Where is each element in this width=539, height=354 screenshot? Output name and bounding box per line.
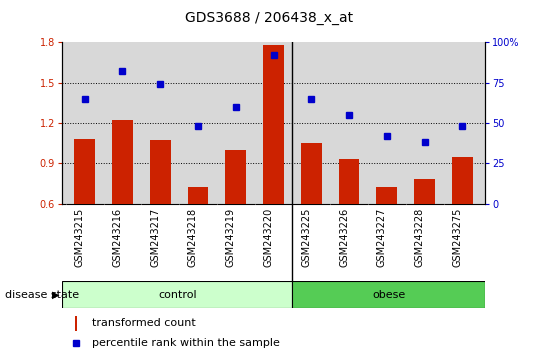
Bar bbox=[414, 179, 435, 284]
Text: ▶: ▶ bbox=[52, 290, 59, 300]
Text: GSM243219: GSM243219 bbox=[226, 207, 236, 267]
Bar bbox=[75, 316, 77, 331]
Bar bbox=[188, 188, 209, 284]
Bar bbox=[225, 150, 246, 284]
Text: GSM243220: GSM243220 bbox=[264, 207, 274, 267]
Text: GSM243215: GSM243215 bbox=[75, 207, 85, 267]
Bar bbox=[376, 188, 397, 284]
Text: control: control bbox=[158, 290, 197, 300]
Text: GSM243228: GSM243228 bbox=[414, 207, 425, 267]
Text: obese: obese bbox=[372, 290, 405, 300]
Bar bbox=[293, 281, 485, 308]
Text: GSM243275: GSM243275 bbox=[452, 207, 462, 267]
Text: disease state: disease state bbox=[5, 290, 80, 300]
Bar bbox=[338, 159, 360, 284]
Text: GSM243216: GSM243216 bbox=[113, 207, 122, 267]
Text: percentile rank within the sample: percentile rank within the sample bbox=[92, 338, 280, 348]
Bar bbox=[150, 141, 171, 284]
Text: GSM243217: GSM243217 bbox=[150, 207, 160, 267]
Bar bbox=[112, 120, 133, 284]
Bar bbox=[263, 45, 284, 284]
Text: GSM243225: GSM243225 bbox=[301, 207, 312, 267]
Text: transformed count: transformed count bbox=[92, 318, 195, 329]
Bar bbox=[452, 156, 473, 284]
Text: GSM243226: GSM243226 bbox=[339, 207, 349, 267]
Bar bbox=[301, 143, 322, 284]
Text: GDS3688 / 206438_x_at: GDS3688 / 206438_x_at bbox=[185, 11, 354, 25]
Bar bbox=[74, 139, 95, 284]
Bar bbox=[62, 281, 293, 308]
Text: GSM243227: GSM243227 bbox=[377, 207, 387, 267]
Text: GSM243218: GSM243218 bbox=[188, 207, 198, 267]
